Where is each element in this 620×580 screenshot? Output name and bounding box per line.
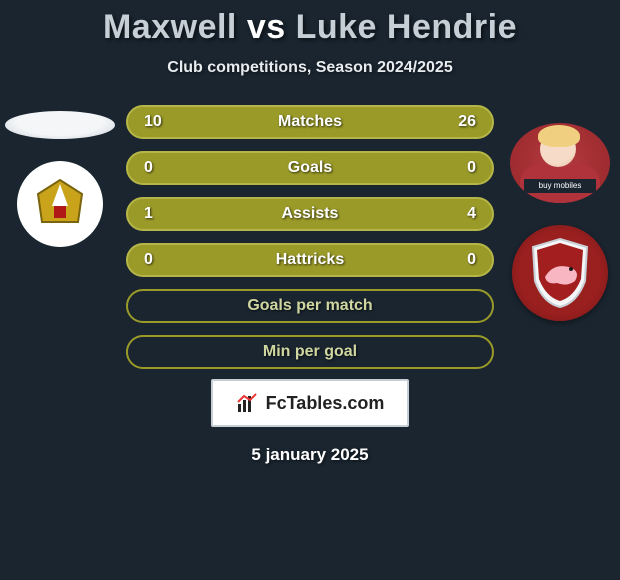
- stat-left-value: 0: [144, 251, 153, 269]
- stat-row-min-per-goal: Min per goal: [126, 335, 494, 369]
- stat-right-value: 26: [458, 113, 476, 131]
- stat-row-hattricks: 0Hattricks0: [126, 243, 494, 277]
- vs-label: vs: [247, 8, 286, 46]
- player1-club-crest: [17, 161, 103, 247]
- date-label: 5 january 2025: [0, 445, 620, 465]
- stat-label: Hattricks: [128, 251, 492, 269]
- stat-row-goals-per-match: Goals per match: [126, 289, 494, 323]
- chart-icon: [236, 392, 258, 414]
- player1-name: Maxwell: [103, 8, 237, 46]
- site-badge[interactable]: FcTables.com: [211, 379, 409, 427]
- crest-icon: [32, 176, 88, 232]
- stat-right-value: 4: [467, 205, 476, 223]
- stat-row-matches: 10Matches26: [126, 105, 494, 139]
- subtitle: Club competitions, Season 2024/2025: [0, 59, 620, 77]
- comparison-body: 10Matches260Goals01Assists40Hattricks0Go…: [0, 105, 620, 369]
- stat-row-assists: 1Assists4: [126, 197, 494, 231]
- player1-avatar: [5, 111, 115, 139]
- stat-label: Goals: [128, 159, 492, 177]
- site-name: FcTables.com: [266, 393, 385, 414]
- stats-column: 10Matches260Goals01Assists40Hattricks0Go…: [120, 105, 500, 369]
- stat-left-value: 0: [144, 159, 153, 177]
- stat-row-goals: 0Goals0: [126, 151, 494, 185]
- stat-right-value: 0: [467, 251, 476, 269]
- stat-label: Matches: [128, 113, 492, 131]
- stat-label: Goals per match: [128, 297, 492, 315]
- stat-label: Assists: [128, 205, 492, 223]
- stat-left-value: 10: [144, 113, 162, 131]
- player2-club-crest: [512, 225, 608, 321]
- player2-avatar: buy mobiles: [510, 123, 610, 203]
- jersey-sponsor: buy mobiles: [524, 179, 596, 193]
- stat-right-value: 0: [467, 159, 476, 177]
- player2-name: Luke Hendrie: [296, 8, 517, 46]
- crest-icon: [529, 237, 591, 309]
- stat-left-value: 1: [144, 205, 153, 223]
- right-column: buy mobiles: [500, 105, 620, 321]
- stat-label: Min per goal: [128, 343, 492, 361]
- page-title: Maxwell vs Luke Hendrie: [0, 8, 620, 47]
- left-column: [0, 105, 120, 247]
